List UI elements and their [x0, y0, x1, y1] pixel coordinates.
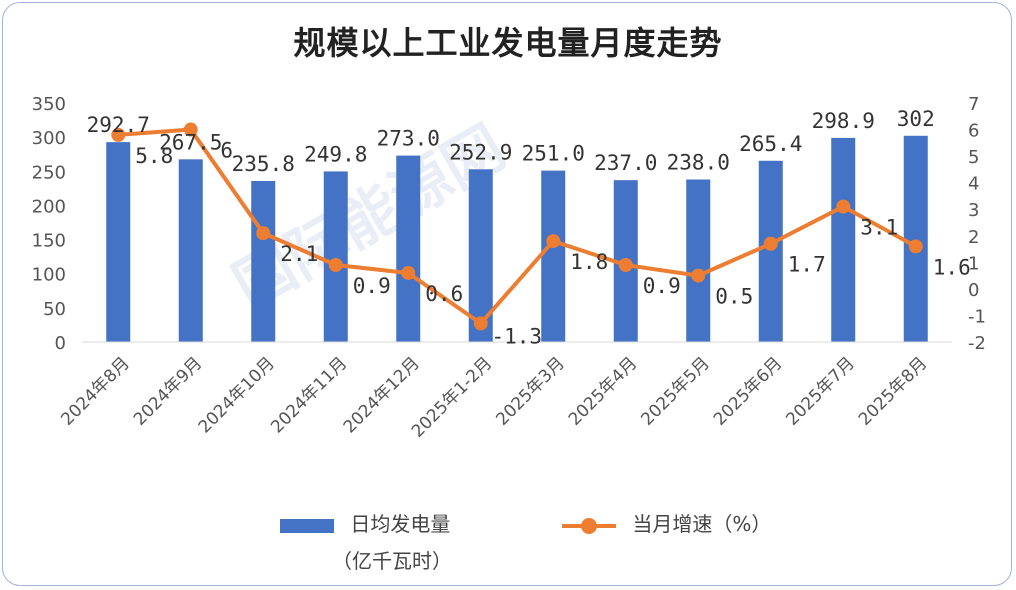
- left-tick-label: 100: [32, 265, 66, 286]
- bar-value-label: 249.8: [304, 142, 367, 166]
- left-tick-label: 350: [32, 94, 66, 115]
- category-label: 2025年6月: [710, 353, 786, 429]
- category-label: 2024年8月: [57, 353, 133, 429]
- growth-value-label: 3.1: [860, 216, 898, 240]
- legend-bar-label-unit: （亿千瓦时）: [332, 549, 452, 573]
- growth-value-label: 0.6: [425, 282, 463, 306]
- bar-6: [541, 170, 566, 342]
- bar-10: [831, 137, 856, 342]
- legend-line-label: 当月增速（%）: [632, 512, 772, 536]
- left-tick-label: 150: [32, 231, 66, 252]
- bar-8: [686, 179, 711, 342]
- right-axis: -2 -1 0 1 2 3 4 5 6 7: [968, 94, 986, 354]
- growth-point-6: [546, 234, 561, 249]
- growth-value-label: 1.6: [933, 255, 971, 279]
- category-axis: 2024年8月2024年9月2024年10月2024年11月2024年12月20…: [57, 341, 952, 442]
- growth-value-label: 0.5: [715, 285, 753, 309]
- growth-point-1: [183, 122, 198, 137]
- bar-11: [903, 135, 928, 342]
- growth-value-label: 6: [220, 139, 233, 163]
- right-tick-label: 7: [968, 94, 979, 115]
- bar-value-label: 252.9: [449, 140, 512, 164]
- data-labels: 292.7 267.5 235.8 249.8 273.0 252.9 251.0 237.0…: [87, 107, 971, 349]
- legend-line: 当月增速（%）: [562, 508, 771, 537]
- bar-value-label: 251.0: [522, 142, 585, 166]
- growth-point-5: [473, 316, 488, 331]
- bar-value-label: 292.7: [87, 113, 150, 137]
- legend-line-swatch: [562, 517, 616, 534]
- category-label: 2024年10月: [195, 353, 279, 437]
- bar-value-label: 265.4: [739, 132, 802, 156]
- left-tick-label: 50: [43, 299, 66, 320]
- bar-9: [758, 160, 783, 342]
- right-tick-label: 2: [968, 227, 979, 248]
- bar-series: [106, 135, 928, 342]
- right-tick-label: -2: [968, 333, 986, 354]
- left-axis: 0 50 100 150 200 250 300 350: [32, 94, 66, 354]
- right-tick-label: -1: [968, 306, 986, 327]
- left-tick-label: 200: [32, 196, 66, 217]
- category-label: 2025年3月: [492, 353, 568, 429]
- growth-value-label: 5.8: [135, 144, 173, 168]
- growth-point-3: [328, 257, 343, 272]
- bar-value-label: 237.0: [594, 151, 657, 175]
- bar-value-label: 267.5: [159, 130, 222, 154]
- right-tick-label: 0: [968, 280, 979, 301]
- chart-title: 规模以上工业发电量月度走势: [293, 24, 723, 62]
- bar-value-label: 298.9: [812, 109, 875, 133]
- bar-0: [106, 142, 131, 342]
- right-tick-label: 6: [968, 121, 979, 142]
- legend-bar: 日均发电量 （亿千瓦时）: [280, 508, 452, 574]
- bar-4: [396, 155, 421, 342]
- legend-bar-label: 日均发电量: [350, 512, 451, 536]
- growth-point-9: [763, 236, 778, 251]
- growth-point-7: [618, 257, 633, 272]
- right-tick-label: 3: [968, 200, 979, 221]
- bar-value-label: 273.0: [377, 127, 440, 151]
- bar-value-label: 238.0: [667, 150, 730, 174]
- category-label: 2025年5月: [637, 353, 713, 429]
- left-tick-label: 250: [32, 162, 66, 183]
- left-tick-label: 300: [32, 128, 66, 149]
- growth-value-label: 2.1: [280, 242, 318, 266]
- bar-1: [178, 159, 203, 342]
- left-tick-label: 0: [55, 333, 66, 354]
- growth-line: [118, 127, 917, 326]
- legend-bar-swatch: [280, 518, 334, 533]
- category-label: 2025年4月: [565, 353, 641, 429]
- growth-point-2: [256, 226, 271, 241]
- growth-value-label: 1.8: [570, 250, 608, 274]
- bar-3: [323, 171, 348, 342]
- growth-point-8: [691, 268, 706, 283]
- bar-value-label: 235.8: [232, 152, 295, 176]
- right-tick-label: 1: [968, 253, 979, 274]
- line-series: [111, 122, 923, 331]
- growth-point-10: [836, 199, 851, 214]
- bar-value-label: 302: [897, 107, 935, 131]
- growth-value-label: 0.9: [643, 274, 681, 298]
- growth-value-label: 1.7: [788, 253, 826, 277]
- category-label: 2025年7月: [782, 353, 858, 429]
- category-label: 2024年9月: [130, 353, 206, 429]
- category-label: 2024年11月: [267, 353, 351, 437]
- right-tick-label: 5: [968, 147, 979, 168]
- category-label: 2025年8月: [855, 353, 931, 429]
- growth-point-4: [401, 265, 416, 280]
- bar-2: [251, 180, 276, 342]
- growth-point-0: [111, 127, 126, 142]
- right-tick-label: 4: [968, 174, 979, 195]
- growth-value-label: -1.3: [491, 324, 542, 348]
- growth-point-11: [908, 239, 923, 254]
- chart-svg: 0 50 100 150 200 250 300 350 -2 -1 0 1 2 3 4 5 6 7 2024年…: [32, 94, 986, 442]
- growth-value-label: 0.9: [353, 274, 391, 298]
